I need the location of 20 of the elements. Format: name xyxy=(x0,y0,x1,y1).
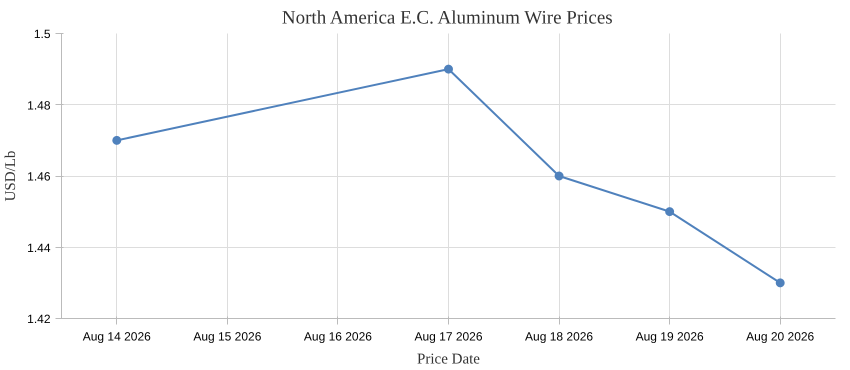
point xyxy=(665,207,674,216)
y-tick-label: 1.42 xyxy=(27,312,51,326)
y-tick-label: 1.44 xyxy=(27,240,51,255)
x-tick-label: Aug 19 2026 xyxy=(636,330,704,344)
x-tick-label: Aug 16 2026 xyxy=(304,330,372,344)
x-tick-label: Aug 15 2026 xyxy=(193,330,262,344)
x-tick-label: Aug 17 2026 xyxy=(414,330,483,344)
y-tick-label: 1.48 xyxy=(27,98,51,112)
y-tick-label: 1.5 xyxy=(34,27,51,41)
x-tick-label: Aug 18 2026 xyxy=(525,330,594,344)
point xyxy=(444,64,453,74)
point xyxy=(554,172,564,180)
y-axis-title: USD/Lb xyxy=(3,150,20,202)
point xyxy=(776,278,785,288)
x-axis-title: Price Date xyxy=(417,352,480,368)
x-tick-label: Aug 14 2026 xyxy=(82,330,152,344)
chart-title: North America E.C. Aluminum Wire Prices xyxy=(282,8,613,28)
point xyxy=(112,136,122,145)
y-tick-label: 1.46 xyxy=(27,170,51,184)
x-tick-label: Aug 20 2026 xyxy=(746,330,815,344)
